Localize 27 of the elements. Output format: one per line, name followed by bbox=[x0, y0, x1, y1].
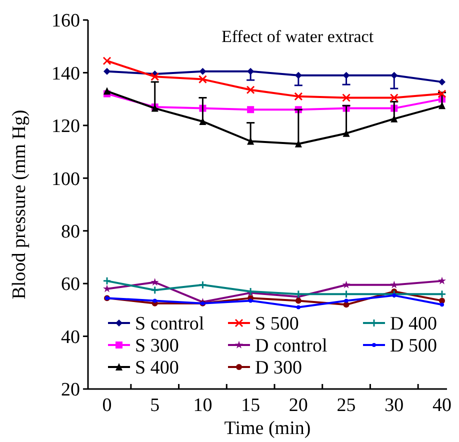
legend-label: S 300 bbox=[135, 336, 179, 357]
x-tick-label: 30 bbox=[384, 395, 404, 416]
y-tick-label: 80 bbox=[61, 222, 80, 243]
x-tick-label: 25 bbox=[336, 395, 356, 416]
legend-label: D 400 bbox=[390, 314, 437, 335]
y-tick-label: 60 bbox=[61, 274, 80, 296]
y-axis-title: Blood pressure (mm Hg) bbox=[9, 110, 30, 300]
x-tick-label: 0 bbox=[102, 395, 112, 416]
legend-label: S 500 bbox=[255, 314, 299, 335]
x-axis-title: Time (min) bbox=[224, 418, 311, 439]
chart-title: Effect of water extract bbox=[221, 27, 374, 46]
y-tick-label: 120 bbox=[52, 116, 80, 138]
y-tick-label: 20 bbox=[61, 380, 80, 401]
y-tick-label: 100 bbox=[52, 168, 80, 190]
x-tick-label: 20 bbox=[288, 395, 308, 416]
y-tick-label: 40 bbox=[61, 326, 80, 348]
legend-label: D control bbox=[255, 336, 328, 357]
legend-label: D 500 bbox=[390, 336, 437, 357]
x-tick-label: 40 bbox=[432, 395, 452, 416]
legend-label: S 400 bbox=[135, 358, 179, 379]
x-tick-label: 15 bbox=[241, 395, 260, 416]
y-tick-label: 140 bbox=[52, 63, 80, 84]
x-tick-label: 5 bbox=[150, 395, 160, 416]
legend-label: D 300 bbox=[255, 358, 302, 379]
x-tick-label: 10 bbox=[193, 395, 212, 416]
legend-label: S control bbox=[135, 314, 204, 335]
y-tick-label: 160 bbox=[52, 10, 80, 32]
